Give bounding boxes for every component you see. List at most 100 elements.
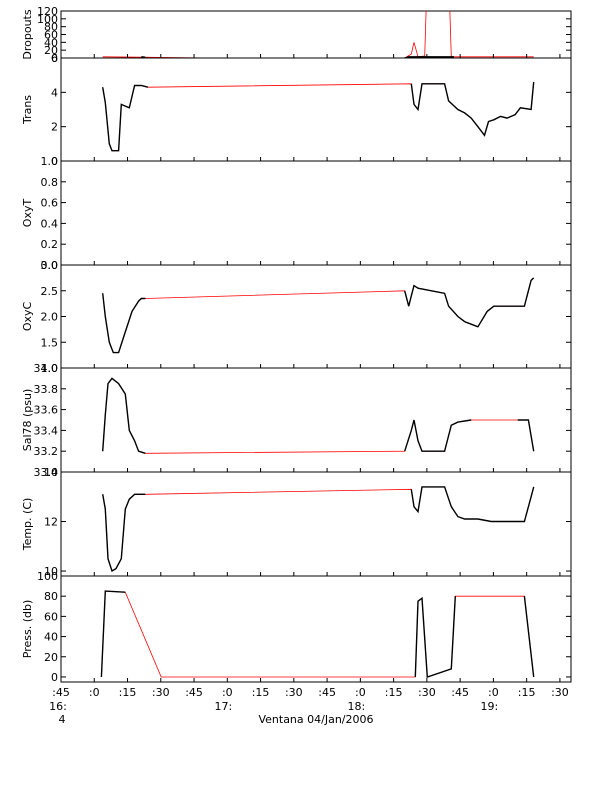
x-tick-label: :0 — [355, 686, 366, 699]
y-tick-label: 1.0 — [41, 362, 59, 375]
panel-trans: 0 2 4 6 Trans — [21, 52, 572, 168]
y-tick-label: 33.2 — [34, 445, 59, 458]
panel-frame — [60, 160, 572, 266]
series-raw-line — [102, 277, 534, 354]
series-smoothed-segment — [414, 596, 456, 678]
series-raw-line — [102, 486, 535, 572]
series-smoothed-segment — [523, 596, 535, 678]
x-hour-label: 19: — [481, 700, 499, 713]
y-tick-label: 3.0 — [41, 259, 59, 272]
series-smoothed-segment — [102, 293, 146, 354]
x-tick-label: :30 — [418, 686, 436, 699]
series-raw-line — [101, 590, 535, 678]
y-tick-label: 10 — [44, 565, 58, 578]
y-tick-label: 6 — [51, 52, 58, 65]
y-tick-label: 120 — [37, 5, 58, 18]
y-tick-label: 0 — [51, 52, 58, 65]
y-axis-label: Sal78 (psu) — [21, 389, 34, 452]
y-tick-label: 2.5 — [41, 285, 59, 298]
panel-frame — [60, 575, 572, 683]
x-axis-caption: Ventana 04/Jan/2006 — [258, 713, 373, 726]
y-tick-label: 60 — [44, 29, 58, 42]
y-tick-label: 12 — [44, 516, 58, 529]
y-tick-label: 20 — [44, 651, 58, 664]
y-tick-label: 2.0 — [41, 311, 59, 324]
panel-frame — [60, 57, 572, 162]
y-tick-label: 0 — [51, 155, 58, 168]
y-tick-label: 0.2 — [41, 238, 59, 251]
y-axis-label: Trans — [21, 95, 34, 125]
x-tick-label: :30 — [551, 686, 569, 699]
panel-oxyc: 1.0 1.5 2.0 2.5 3.0 OxyC — [21, 259, 572, 375]
panel-frame — [60, 471, 572, 577]
shared-x-axis: :45:0:15:30:45:0:15:30:45:0:15:30:45:0:1… — [49, 54, 569, 726]
y-tick-label: 14 — [44, 466, 58, 479]
y-tick-label: 100 — [37, 570, 58, 583]
y-tick-label: 33.6 — [34, 404, 59, 417]
series-smoothed-segment — [404, 419, 472, 452]
y-tick-label: 0.8 — [41, 176, 59, 189]
series-smoothed-segment — [100, 590, 126, 678]
y-tick-label: 1.0 — [41, 155, 59, 168]
series-smoothed-segment — [102, 377, 146, 454]
y-tick-label: 80 — [44, 590, 58, 603]
y-axis-label: OxyC — [21, 302, 34, 332]
x-tick-label: :30 — [285, 686, 303, 699]
x-tick-label: :0 — [222, 686, 233, 699]
panels-group: 020406080100120Dropouts0246Trans0.00.20.… — [21, 5, 572, 684]
x-hour-label: 18: — [347, 700, 365, 713]
y-axis-label: Dropouts — [21, 9, 34, 59]
x-tick-label: :15 — [518, 686, 536, 699]
x-hour-label: 16: — [49, 700, 67, 713]
x-day-label: 4 — [59, 713, 66, 726]
y-tick-label: 80 — [44, 21, 58, 34]
y-tick-label: 0.0 — [41, 259, 59, 272]
series-raw-line — [102, 377, 535, 454]
y-tick-label: 1.5 — [41, 336, 59, 349]
panel-oxyt: 0.0 0.2 0.4 0.6 0.8 1.0 OxyT — [21, 155, 572, 272]
x-tick-label: :30 — [152, 686, 170, 699]
series-smoothed — [102, 486, 535, 573]
panel-press: 0 20 40 60 80 100 Press. (db) — [21, 570, 572, 684]
x-tick-label: :15 — [252, 686, 270, 699]
series-smoothed — [102, 81, 535, 152]
y-axis-label: Temp. (C) — [21, 498, 34, 552]
panel-temp: 10 12 14 Temp. (C) — [21, 466, 572, 578]
y-tick-label: 20 — [44, 44, 58, 57]
y-tick-label: 33.4 — [34, 424, 59, 437]
y-tick-label: 4 — [51, 86, 58, 99]
series-smoothed-segment — [102, 84, 149, 152]
y-tick-label: 0.4 — [41, 217, 59, 230]
series-smoothed-segment — [404, 56, 454, 58]
y-tick-label: 33.0 — [34, 466, 59, 479]
panel-sal78: 33.0 33.2 33.4 33.6 33.8 34.0 Sal78 (psu) — [21, 362, 572, 479]
panel-frame — [60, 264, 572, 369]
x-hour-label: 17: — [214, 700, 232, 713]
series-smoothed — [102, 377, 535, 454]
x-tick-label: :15 — [119, 686, 137, 699]
y-axis-label: Press. (db) — [21, 600, 34, 659]
series-smoothed — [100, 590, 535, 678]
series-smoothed-segment — [404, 277, 535, 328]
x-tick-label: :45 — [318, 686, 336, 699]
y-tick-label: 33.8 — [34, 383, 59, 396]
y-tick-label: 40 — [44, 36, 58, 49]
series-smoothed — [102, 277, 535, 354]
x-tick-label: :15 — [385, 686, 403, 699]
y-tick-label: 40 — [44, 631, 58, 644]
panel-frame — [60, 10, 572, 59]
series-raw-line — [102, 11, 534, 58]
x-tick-label: :45 — [52, 686, 70, 699]
series-smoothed-segment — [410, 486, 535, 523]
x-tick-label: :0 — [89, 686, 100, 699]
series-smoothed-segment — [102, 493, 146, 573]
y-tick-label: 100 — [37, 13, 58, 26]
y-tick-label: 0 — [51, 671, 58, 684]
series-smoothed-segment — [410, 81, 535, 137]
y-tick-label: 34.0 — [34, 362, 59, 375]
y-tick-label: 2 — [51, 121, 58, 134]
y-axis-label: OxyT — [21, 199, 34, 228]
y-tick-label: 0.6 — [41, 197, 59, 210]
